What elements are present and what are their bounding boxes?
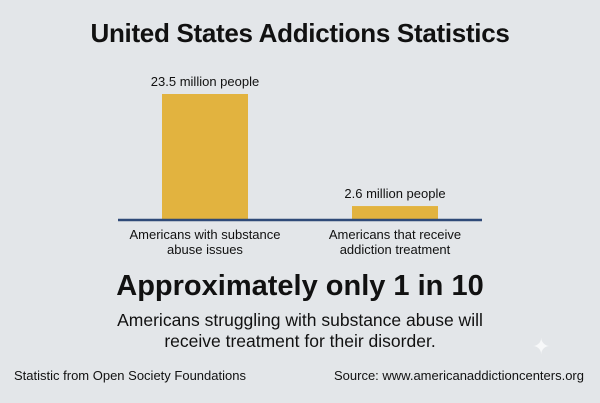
category-label-1-line-0: Americans that receive [329,227,461,242]
headline: Approximately only 1 in 10 [116,270,484,302]
category-label-1-line-1: addiction treatment [340,242,451,257]
footer-attribution: Statistic from Open Society Foundations [14,368,246,383]
data-label-0: 23.5 million people [151,74,259,89]
sparkle-icon: ✦ [532,334,551,359]
bar-chart: 23.5 million people Americans with substa… [118,74,482,257]
data-label-1: 2.6 million people [344,186,445,201]
footer-source: Source: www.americanaddictioncenters.org [333,368,584,383]
subtext: Americans struggling with substance abus… [117,310,483,351]
category-label-0-line-1: abuse issues [167,242,243,257]
chart-title: United States Addictions Statistics [90,18,510,48]
bar-0 [162,94,248,220]
category-label-0-line-0: Americans with substance [129,227,280,242]
bar-1 [352,206,438,220]
